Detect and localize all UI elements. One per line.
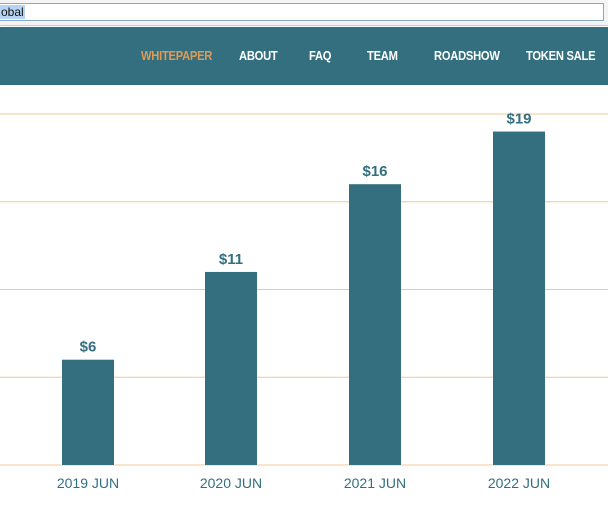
x-tick-label: 2022 JUN [488,475,550,491]
bar-2019-jun [62,359,114,465]
bar-2022-jun [493,131,545,466]
nav-item-about[interactable]: ABOUT [239,48,278,63]
nav-item-team[interactable]: TEAM [367,48,398,63]
bar-value-label: $19 [506,111,531,128]
bar-2021-jun [349,184,401,465]
bar-2020-jun [205,271,257,465]
bar-value-label: $11 [219,251,243,268]
url-text: obal [0,5,25,19]
url-input[interactable]: obal [0,3,604,21]
nav-item-roadshow[interactable]: ROADSHOW [434,48,500,63]
x-tick-label: 2019 JUN [57,475,119,491]
bar-value-label: $6 [80,339,97,356]
nav-item-token-sale[interactable]: TOKEN SALE [526,48,596,63]
browser-address-bar: obal [0,0,608,26]
bar-chart-svg: $6 2019 JUN $11 2020 JUN $16 2021 JUN $19 2022 … [0,111,608,491]
main-navbar: WHITEPAPER ABOUT FAQ TEAM ROADSHOW TOKEN… [0,27,608,85]
nav-item-whitepaper[interactable]: WHITEPAPER [141,48,213,63]
bar-value-label: $16 [362,163,387,180]
x-tick-label: 2020 JUN [200,475,262,491]
price-chart: $6 2019 JUN $11 2020 JUN $16 2021 JUN $19 2022 … [0,85,608,505]
nav-item-faq[interactable]: FAQ [309,48,332,63]
x-tick-label: 2021 JUN [344,475,406,491]
